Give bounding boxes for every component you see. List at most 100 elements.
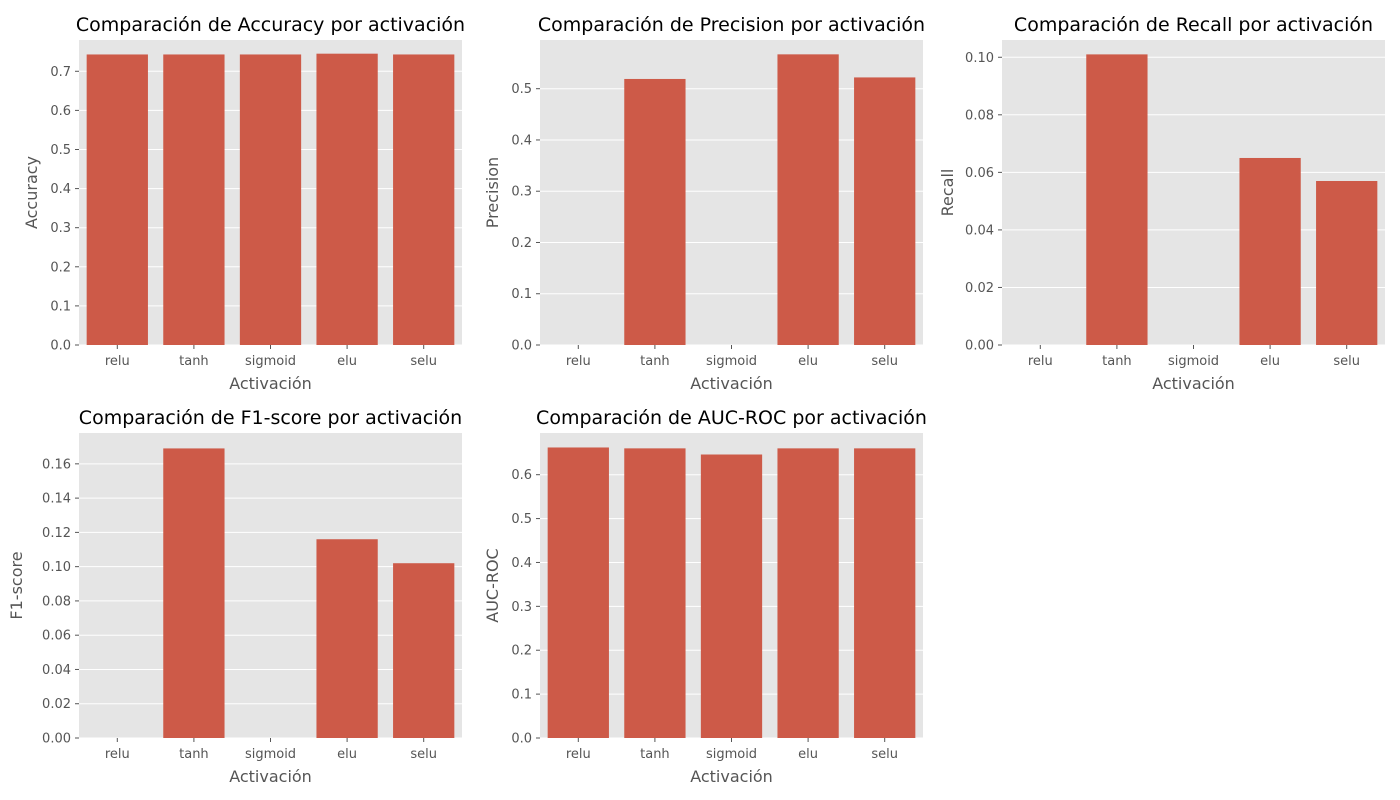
y-tick-label: 0.4 <box>511 556 532 571</box>
x-tick-label-tanh: tanh <box>1102 354 1132 369</box>
bar-selu <box>1316 180 1378 345</box>
x-tick-label-tanh: tanh <box>640 354 670 369</box>
x-axis-label: Activación <box>229 767 312 786</box>
y-tick-label: 0.6 <box>50 104 71 119</box>
chart-title: Comparación de Precision por activación <box>538 14 925 36</box>
chart-panel-1: 0.0 0.1 0.2 0.3 0.4 0.5 0.6 0.7 relu tanh sigmoid e… <box>22 14 465 393</box>
x-tick-label-selu: selu <box>871 354 898 369</box>
x-tick-label-relu: relu <box>566 354 591 369</box>
bar-relu <box>86 54 148 345</box>
y-tick-label: 0.10 <box>42 560 71 575</box>
y-tick-label: 0.00 <box>42 732 71 747</box>
y-tick-label: 0.16 <box>42 457 71 472</box>
bar-tanh <box>624 78 686 346</box>
y-axis-label: Recall <box>938 169 957 217</box>
x-axis-label: Activación <box>690 374 773 393</box>
y-tick-label: 0.5 <box>50 143 71 158</box>
chart-panel-4: 0.00 0.02 0.04 0.06 0.08 0.10 0.12 0.14 0.16 relu… <box>7 407 462 786</box>
x-tick-label-tanh: tanh <box>179 354 209 369</box>
x-tick-label-sigmoid: sigmoid <box>706 354 757 369</box>
y-tick-label: 0.1 <box>511 287 532 302</box>
x-tick-label-tanh: tanh <box>179 747 209 762</box>
y-tick-label: 0.02 <box>965 281 994 296</box>
chart-title: Comparación de Accuracy por activación <box>76 14 465 36</box>
x-tick-label-relu: relu <box>1028 354 1053 369</box>
y-tick-label: 0.5 <box>511 512 532 527</box>
y-axis-label: Accuracy <box>22 156 41 229</box>
x-tick-label-elu: elu <box>1260 354 1280 369</box>
x-tick-label-sigmoid: sigmoid <box>706 747 757 762</box>
bar-relu <box>547 447 609 738</box>
y-tick-label: 0.08 <box>42 594 71 609</box>
chart-title: Comparación de F1-score por activación <box>79 407 462 429</box>
bar-selu <box>393 563 455 738</box>
y-tick-label: 0.7 <box>50 65 71 80</box>
chart-panel-3: 0.00 0.02 0.04 0.06 0.08 0.10 relu tanh sigmoid e… <box>938 14 1385 393</box>
y-tick-label: 0.10 <box>965 51 994 66</box>
x-tick-label-selu: selu <box>410 354 437 369</box>
chart-title: Comparación de Recall por activación <box>1014 14 1373 36</box>
x-axis-label: Activación <box>690 767 773 786</box>
x-tick-label-relu: relu <box>566 747 591 762</box>
x-tick-label-sigmoid: sigmoid <box>245 354 296 369</box>
x-tick-label-selu: selu <box>871 747 898 762</box>
y-tick-label: 0.06 <box>965 166 994 181</box>
bar-sigmoid <box>700 454 763 738</box>
bar-elu <box>316 539 378 738</box>
y-tick-label: 0.14 <box>42 492 71 507</box>
bar-tanh <box>1086 54 1148 346</box>
bar-elu <box>777 54 839 346</box>
bar-elu <box>1239 157 1301 345</box>
y-tick-label: 0.08 <box>965 108 994 123</box>
y-tick-label: 0.0 <box>511 339 532 354</box>
y-axis-label: F1-score <box>7 551 26 619</box>
y-tick-label: 0.2 <box>511 236 532 251</box>
y-tick-label: 0.1 <box>50 299 71 314</box>
x-axis-label: Activación <box>1152 374 1235 393</box>
x-tick-label-elu: elu <box>798 354 818 369</box>
y-tick-label: 0.5 <box>511 82 532 97</box>
bar-tanh <box>624 448 686 738</box>
x-tick-label-selu: selu <box>1333 354 1360 369</box>
chart-title: Comparación de AUC-ROC por activación <box>536 407 927 429</box>
y-tick-label: 0.1 <box>511 688 532 703</box>
y-tick-label: 0.4 <box>511 133 532 148</box>
y-tick-label: 0.3 <box>511 185 532 200</box>
x-tick-label-relu: relu <box>105 354 130 369</box>
y-tick-label: 0.2 <box>511 644 532 659</box>
bar-elu <box>316 53 378 345</box>
y-tick-label: 0.6 <box>511 468 532 483</box>
x-tick-label-sigmoid: sigmoid <box>1168 354 1219 369</box>
bar-tanh <box>163 54 225 345</box>
y-tick-label: 0.04 <box>42 663 71 678</box>
y-tick-label: 0.0 <box>511 732 532 747</box>
y-tick-label: 0.2 <box>50 260 71 275</box>
x-tick-label-sigmoid: sigmoid <box>245 747 296 762</box>
x-tick-label-tanh: tanh <box>640 747 670 762</box>
bar-selu <box>393 54 455 345</box>
x-tick-label-elu: elu <box>798 747 818 762</box>
y-tick-label: 0.06 <box>42 629 71 644</box>
y-axis-label: Precision <box>483 157 502 228</box>
y-tick-label: 0.04 <box>965 223 994 238</box>
bar-selu <box>854 448 916 738</box>
y-tick-label: 0.00 <box>965 339 994 354</box>
bar-selu <box>854 77 916 345</box>
bar-elu <box>777 448 839 738</box>
chart-panel-2: 0.0 0.1 0.2 0.3 0.4 0.5 relu tanh sigmoid elu selu… <box>483 14 925 393</box>
x-tick-label-relu: relu <box>105 747 130 762</box>
chart-panel-5: 0.0 0.1 0.2 0.3 0.4 0.5 0.6 relu tanh sigmoid elu s… <box>483 407 927 786</box>
x-tick-label-selu: selu <box>410 747 437 762</box>
y-tick-label: 0.12 <box>42 526 71 541</box>
y-tick-label: 0.3 <box>511 600 532 615</box>
x-tick-label-elu: elu <box>337 354 357 369</box>
bar-sigmoid <box>239 54 302 345</box>
y-tick-label: 0.3 <box>50 221 71 236</box>
x-tick-label-elu: elu <box>337 747 357 762</box>
y-axis-label: AUC-ROC <box>483 548 502 622</box>
bar-tanh <box>163 448 225 738</box>
x-axis-label: Activación <box>229 374 312 393</box>
y-tick-label: 0.4 <box>50 182 71 197</box>
y-tick-label: 0.02 <box>42 697 71 712</box>
